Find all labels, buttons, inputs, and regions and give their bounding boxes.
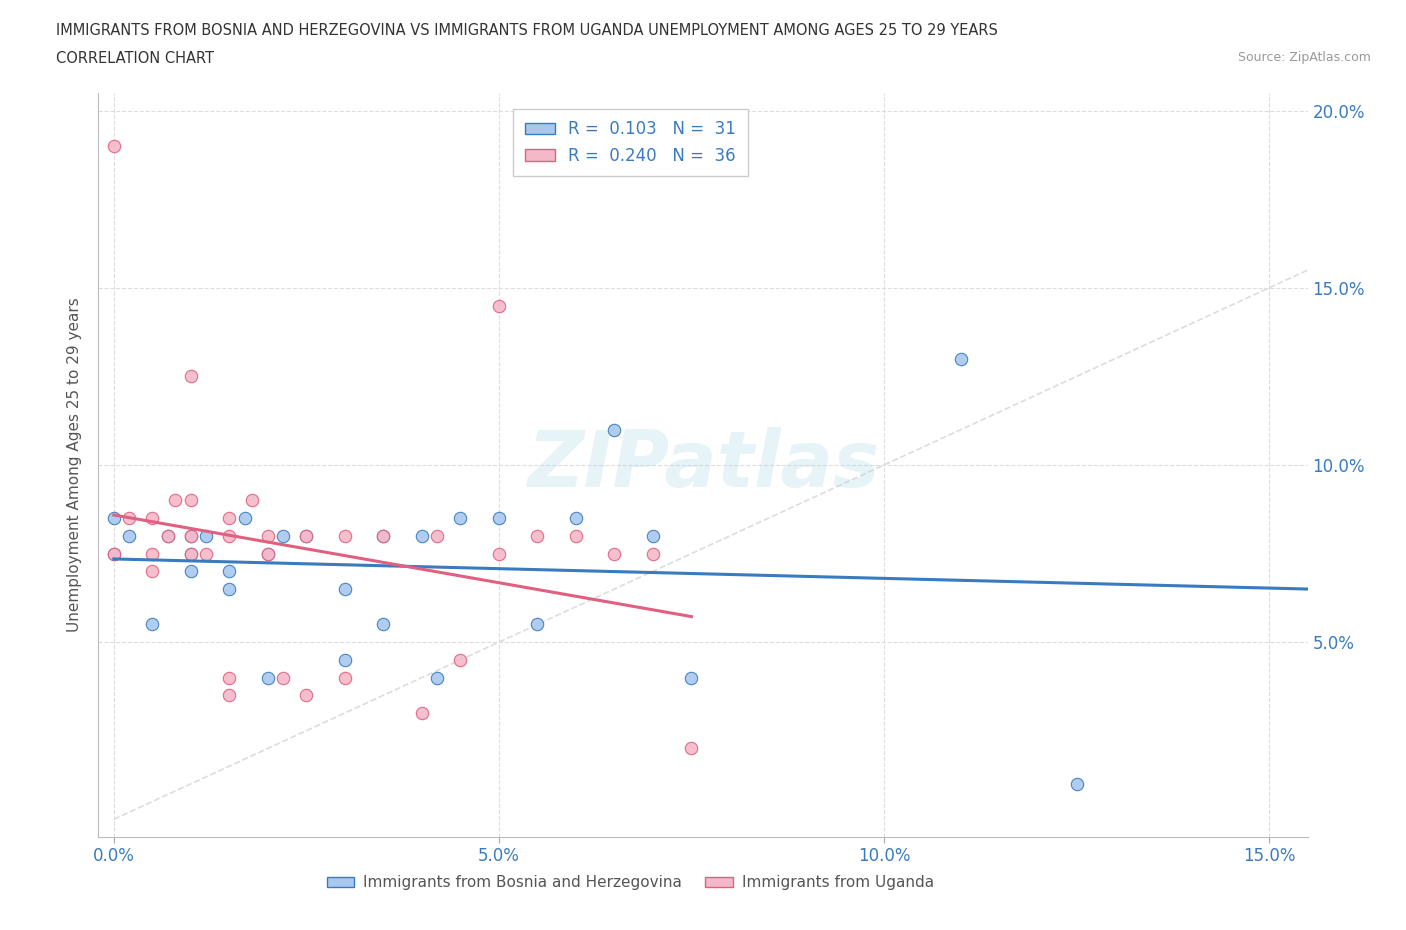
Point [426, 671, 449, 685]
Point [603, 422, 626, 437]
Point [242, 493, 264, 508]
Point [333, 653, 356, 668]
Point [257, 528, 280, 543]
Point [103, 546, 125, 561]
Point [165, 493, 187, 508]
Point [180, 546, 202, 561]
Point [141, 564, 163, 578]
Point [373, 528, 395, 543]
Point [180, 528, 202, 543]
Point [180, 528, 202, 543]
Point [218, 564, 240, 578]
Point [681, 671, 703, 685]
Point [333, 528, 356, 543]
Y-axis label: Unemployment Among Ages 25 to 29 years: Unemployment Among Ages 25 to 29 years [67, 298, 83, 632]
Point [180, 493, 202, 508]
Point [103, 511, 125, 525]
Text: CORRELATION CHART: CORRELATION CHART [56, 51, 214, 66]
Point [603, 546, 626, 561]
Point [233, 511, 256, 525]
Text: ZIPatlas: ZIPatlas [527, 427, 879, 503]
Point [141, 546, 163, 561]
Point [118, 511, 141, 525]
Point [271, 671, 294, 685]
Point [411, 706, 433, 721]
Point [195, 528, 218, 543]
Point [411, 528, 433, 543]
Point [426, 528, 449, 543]
Point [449, 511, 471, 525]
Point [103, 139, 125, 153]
Point [641, 528, 664, 543]
Point [180, 369, 202, 384]
Text: Source: ZipAtlas.com: Source: ZipAtlas.com [1237, 51, 1371, 64]
Point [333, 581, 356, 596]
Point [218, 511, 240, 525]
Point [218, 581, 240, 596]
Point [218, 688, 240, 703]
Point [526, 617, 548, 631]
Point [271, 528, 294, 543]
Point [641, 546, 664, 561]
Point [488, 299, 510, 313]
Point [195, 546, 218, 561]
Point [488, 511, 510, 525]
Point [257, 546, 280, 561]
Point [333, 671, 356, 685]
Point [180, 564, 202, 578]
Point [373, 617, 395, 631]
Point [180, 546, 202, 561]
Point [526, 528, 548, 543]
Point [156, 528, 179, 543]
Point [295, 528, 318, 543]
Text: IMMIGRANTS FROM BOSNIA AND HERZEGOVINA VS IMMIGRANTS FROM UGANDA UNEMPLOYMENT AM: IMMIGRANTS FROM BOSNIA AND HERZEGOVINA V… [56, 23, 998, 38]
Point [681, 741, 703, 756]
Point [156, 528, 179, 543]
Point [141, 511, 163, 525]
Point [103, 546, 125, 561]
Point [565, 528, 588, 543]
Legend: Immigrants from Bosnia and Herzegovina, Immigrants from Uganda: Immigrants from Bosnia and Herzegovina, … [321, 870, 941, 897]
Point [218, 528, 240, 543]
Point [257, 546, 280, 561]
Point [218, 671, 240, 685]
Point [449, 653, 471, 668]
Point [1066, 777, 1088, 791]
Point [373, 528, 395, 543]
Point [118, 528, 141, 543]
Point [141, 617, 163, 631]
Point [565, 511, 588, 525]
Point [950, 352, 973, 366]
Point [488, 546, 510, 561]
Point [295, 528, 318, 543]
Point [257, 671, 280, 685]
Point [295, 688, 318, 703]
